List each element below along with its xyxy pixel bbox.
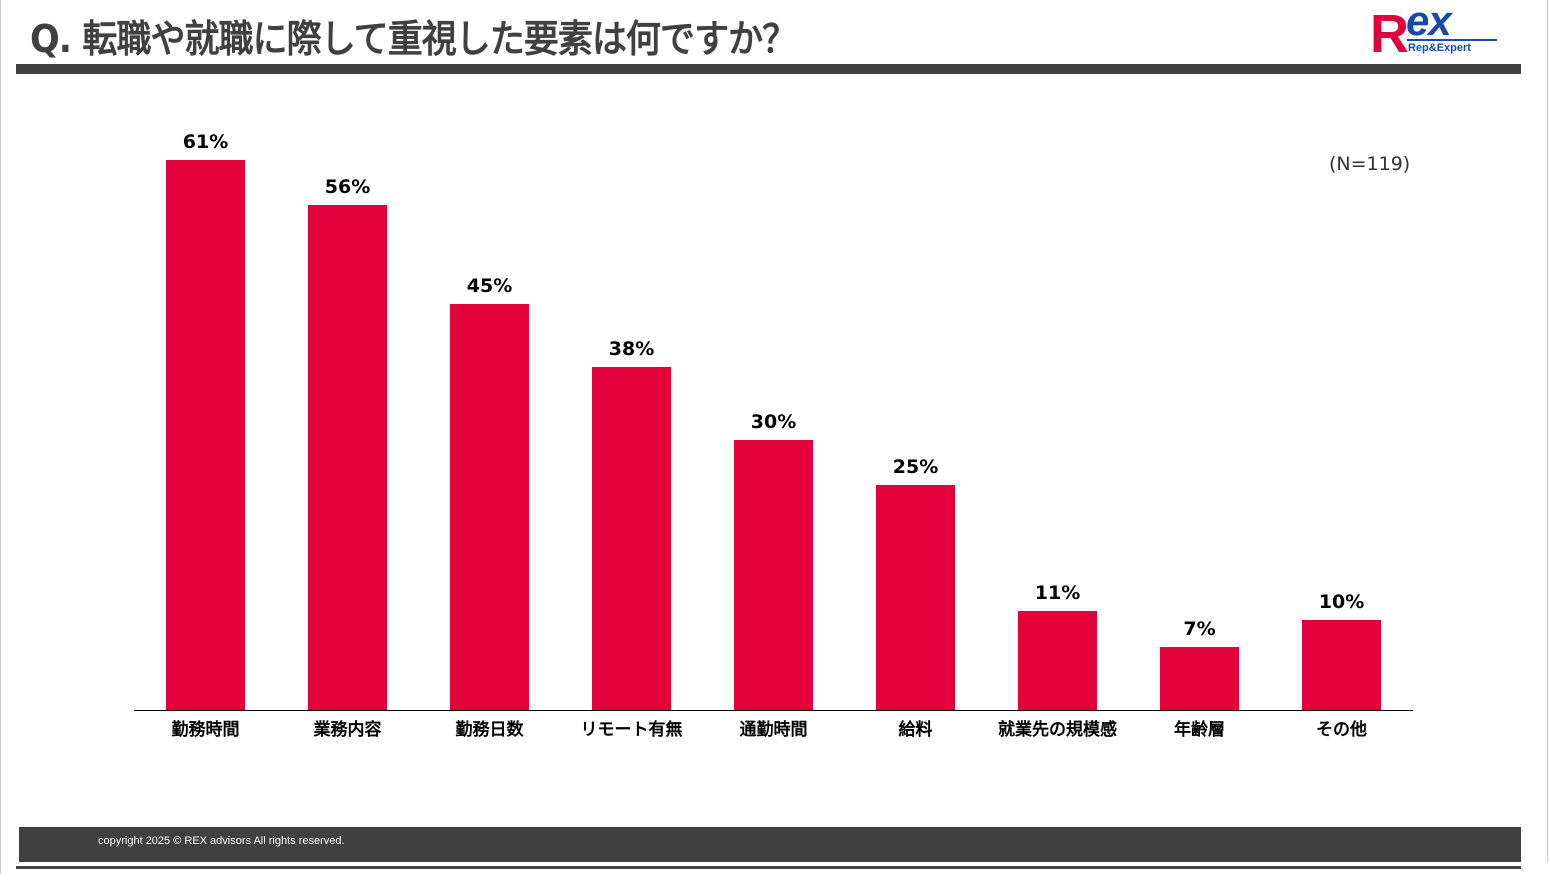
bar-value-label: 7% xyxy=(1183,618,1216,640)
bar-value-label: 56% xyxy=(324,176,371,198)
bar xyxy=(308,205,387,710)
bar-value-label: 11% xyxy=(1034,582,1081,604)
sample-size-label: (N=119) xyxy=(1329,153,1411,175)
bar xyxy=(1018,611,1097,710)
frame-border-left xyxy=(0,0,1,874)
bar xyxy=(592,367,671,710)
title-underline-bar xyxy=(16,64,1521,74)
bar-value-label: 45% xyxy=(466,275,513,297)
category-label: 就業先の規模感 xyxy=(998,720,1117,740)
category-label: 勤務時間 xyxy=(171,720,240,740)
category-label: 業務内容 xyxy=(313,720,382,740)
footer-band: copyright 2025 © REX advisors All rights… xyxy=(19,827,1521,862)
category-label: その他 xyxy=(1316,720,1367,740)
logo-subtitle: Rep&Expert xyxy=(1408,42,1471,54)
frame-border-right xyxy=(1547,0,1548,862)
x-axis-line xyxy=(134,710,1413,711)
bar-value-label: 30% xyxy=(750,411,797,433)
bar-value-label: 38% xyxy=(608,338,655,360)
category-label: 勤務日数 xyxy=(455,720,524,740)
bar-value-label: 61% xyxy=(182,131,229,153)
bar xyxy=(1302,620,1381,710)
bar-value-label: 10% xyxy=(1318,591,1365,613)
rex-logo: R ex Rep&Expert xyxy=(1370,0,1500,64)
bar xyxy=(450,304,529,710)
category-label: リモート有無 xyxy=(580,720,683,740)
logo-divider xyxy=(1407,39,1497,41)
bar xyxy=(734,440,813,710)
bar xyxy=(876,485,955,710)
copyright-text: copyright 2025 © REX advisors All rights… xyxy=(98,835,345,847)
logo-ex: ex xyxy=(1406,0,1452,44)
footer-underline xyxy=(16,866,1521,869)
category-label: 通勤時間 xyxy=(739,720,808,740)
page-title: Q. 転職や就職に際して重視した要素は何ですか？ xyxy=(30,17,797,61)
bar xyxy=(1160,647,1239,710)
logo-r: R xyxy=(1370,4,1409,64)
category-label: 年齢層 xyxy=(1174,720,1225,740)
bar xyxy=(166,160,245,710)
category-label: 給料 xyxy=(898,720,933,740)
bar-value-label: 25% xyxy=(892,456,939,478)
